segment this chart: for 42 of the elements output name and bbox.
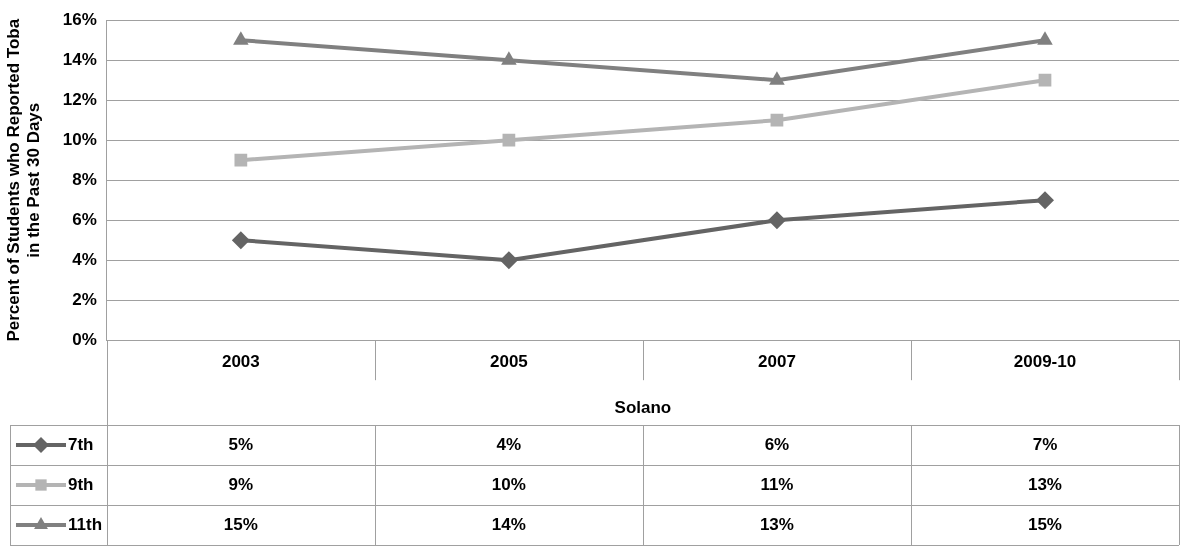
point: [1035, 191, 1054, 210]
x-axis-title: Solano: [614, 398, 672, 418]
x-tick-label: 2003: [221, 352, 260, 372]
point: [234, 153, 248, 167]
data-label: 7%: [1032, 434, 1058, 454]
point: [1038, 73, 1052, 87]
x-tick-label: 2009-10: [1013, 352, 1077, 372]
y-tick-label: 0%: [72, 329, 97, 349]
point: [501, 51, 517, 65]
data-label: 6%: [764, 434, 790, 454]
y-tick-label: 2%: [72, 289, 97, 309]
data-label: 14%: [491, 514, 526, 534]
point: [1037, 31, 1053, 45]
data-label: 13%: [759, 514, 794, 534]
point: [499, 251, 518, 270]
data-label: 4%: [496, 434, 522, 454]
y-tick-label: 16%: [62, 9, 97, 29]
data-label: 5%: [228, 434, 254, 454]
y-tick-label: 10%: [62, 129, 97, 149]
legend-label: 7th: [68, 434, 94, 454]
x-tick-label: 2007: [758, 352, 796, 372]
point: [769, 71, 785, 85]
data-label: 15%: [1027, 514, 1062, 534]
y-tick-label: 8%: [72, 169, 97, 189]
data-label: 11%: [760, 474, 794, 494]
point: [767, 211, 786, 230]
point: [231, 231, 250, 250]
y-tick-label: 4%: [72, 249, 97, 269]
y-tick-label: 14%: [62, 49, 97, 69]
x-tick-label: 2005: [489, 352, 528, 372]
data-label: 10%: [491, 474, 526, 494]
point: [502, 133, 516, 147]
legend-label: 9th: [68, 474, 94, 494]
legend-label: 11th: [68, 514, 103, 534]
point: [233, 31, 249, 45]
data-label: 13%: [1027, 474, 1062, 494]
y-tick-label: 6%: [72, 209, 97, 229]
point: [770, 113, 784, 127]
y-axis-title: Percent of Students who Reported Toba in the Past 30 Days: [3, 18, 44, 342]
y-tick-label: 12%: [62, 89, 97, 109]
data-label: 15%: [223, 514, 258, 534]
data-label: 9%: [228, 474, 254, 494]
